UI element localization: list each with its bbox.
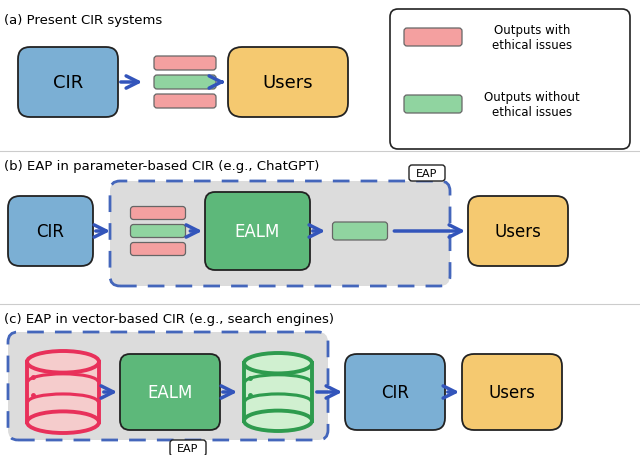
Ellipse shape (244, 411, 312, 431)
FancyBboxPatch shape (390, 10, 630, 150)
FancyBboxPatch shape (170, 440, 206, 455)
FancyBboxPatch shape (462, 354, 562, 430)
FancyBboxPatch shape (131, 243, 186, 256)
FancyBboxPatch shape (154, 76, 216, 90)
Text: EAP: EAP (177, 443, 198, 453)
Text: CIR: CIR (36, 222, 65, 241)
FancyBboxPatch shape (333, 222, 387, 241)
Text: Users: Users (488, 383, 536, 401)
Ellipse shape (27, 411, 99, 433)
Polygon shape (27, 362, 99, 422)
Text: CIR: CIR (53, 74, 83, 92)
FancyBboxPatch shape (404, 96, 462, 114)
Text: CIR: CIR (381, 383, 409, 401)
Text: Users: Users (262, 74, 314, 92)
Ellipse shape (27, 351, 99, 373)
FancyBboxPatch shape (205, 192, 310, 270)
Text: EAP: EAP (416, 169, 438, 179)
Text: (b) EAP in parameter-based CIR (e.g., ChatGPT): (b) EAP in parameter-based CIR (e.g., Ch… (4, 160, 319, 172)
FancyBboxPatch shape (8, 332, 328, 440)
Text: (c) EAP in vector-based CIR (e.g., search engines): (c) EAP in vector-based CIR (e.g., searc… (4, 312, 334, 325)
Text: EALM: EALM (235, 222, 280, 241)
FancyBboxPatch shape (404, 29, 462, 47)
FancyBboxPatch shape (154, 95, 216, 109)
Text: EALM: EALM (147, 383, 193, 401)
FancyBboxPatch shape (345, 354, 445, 430)
Text: Users: Users (495, 222, 541, 241)
FancyBboxPatch shape (8, 197, 93, 267)
FancyBboxPatch shape (18, 48, 118, 118)
FancyBboxPatch shape (131, 207, 186, 220)
Text: Outputs without
ethical issues: Outputs without ethical issues (484, 91, 580, 119)
FancyBboxPatch shape (110, 182, 450, 286)
FancyBboxPatch shape (131, 225, 186, 238)
Ellipse shape (244, 353, 312, 374)
FancyBboxPatch shape (468, 197, 568, 267)
Text: (a) Present CIR systems: (a) Present CIR systems (4, 14, 163, 27)
Text: Outputs with
ethical issues: Outputs with ethical issues (492, 24, 572, 52)
FancyBboxPatch shape (120, 354, 220, 430)
FancyBboxPatch shape (409, 166, 445, 182)
FancyBboxPatch shape (228, 48, 348, 118)
FancyBboxPatch shape (154, 57, 216, 71)
Polygon shape (244, 364, 312, 421)
